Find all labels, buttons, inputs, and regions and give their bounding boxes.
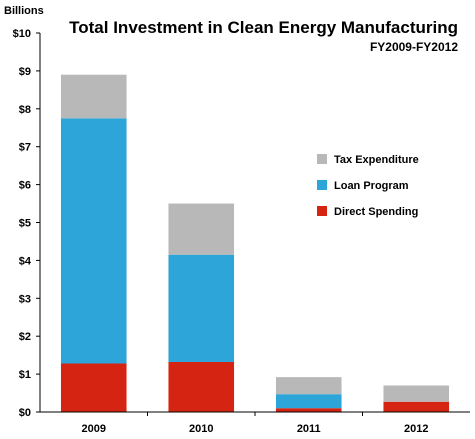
bar-tax-expenditure-2012 — [383, 385, 450, 402]
bars — [60, 74, 450, 412]
y-tick-label: $6 — [19, 180, 31, 192]
y-tick-label: $4 — [19, 255, 32, 267]
legend-label: Loan Program — [334, 180, 409, 192]
y-tick-label: $1 — [19, 369, 31, 381]
y-tick-label: $7 — [19, 142, 31, 154]
bar-direct-spending-2011 — [275, 408, 342, 412]
bar-tax-expenditure-2011 — [275, 377, 342, 395]
legend-label: Direct Spending — [334, 206, 418, 218]
x-tick-label: 2010 — [189, 423, 213, 435]
chart-title: Total Investment in Clean Energy Manufac… — [69, 18, 458, 37]
y-tick-label: $9 — [19, 66, 31, 78]
y-tick-label: $5 — [19, 218, 31, 230]
bar-direct-spending-2010 — [168, 361, 235, 412]
chart-subtitle: FY2009-FY2012 — [370, 40, 458, 54]
legend-label: Tax Expenditure — [334, 154, 419, 166]
y-tick-label: $2 — [19, 331, 31, 343]
x-axis-ticks: 2009 2010 2011 2012 — [82, 412, 428, 435]
bar-loan-program-2010 — [168, 254, 235, 362]
y-tick-label: $8 — [19, 104, 31, 116]
y-tick-label: $10 — [13, 28, 31, 40]
bar-loan-program-2011 — [275, 394, 342, 409]
bar-tax-expenditure-2010 — [168, 203, 235, 255]
legend-swatch — [317, 180, 327, 190]
bar-direct-spending-2012 — [383, 401, 450, 412]
x-tick-label: 2012 — [404, 423, 428, 435]
legend: Tax Expenditure Loan Program Direct Spendi… — [317, 154, 419, 218]
legend-swatch — [317, 206, 327, 216]
bar-tax-expenditure-2009 — [60, 74, 127, 119]
y-axis-unit: Billions — [4, 5, 44, 17]
bar-direct-spending-2009 — [60, 363, 127, 412]
y-tick-label: $0 — [19, 407, 31, 419]
y-axis-ticks: $0 $1 $2 $3 $4 $5 $6 $7 $8 $9 $10 — [13, 28, 40, 419]
y-tick-label: $3 — [19, 293, 31, 305]
x-tick-label: 2011 — [297, 423, 321, 435]
x-tick-label: 2009 — [82, 423, 106, 435]
legend-swatch — [317, 154, 327, 164]
bar-loan-program-2009 — [60, 118, 127, 364]
